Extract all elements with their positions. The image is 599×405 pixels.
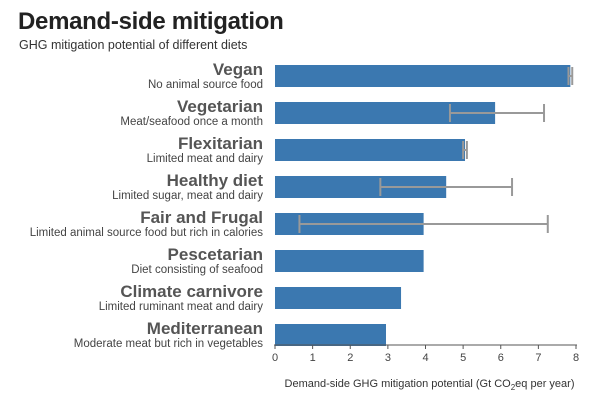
x-tick-label-2: 2: [347, 352, 353, 364]
error-bar-3: [462, 141, 468, 159]
x-tick-label-7: 7: [535, 352, 541, 364]
x-tick-label-0: 0: [272, 352, 278, 364]
chart-title: Demand-side mitigation: [18, 8, 284, 35]
x-axis-title-part-2: eq per year): [515, 378, 574, 390]
x-tick-label-1: 1: [310, 352, 316, 364]
bar-1: [275, 65, 571, 87]
chart-subtitle: GHG mitigation potential of different di…: [19, 38, 248, 52]
category-description-3: Limited meat and dairy: [147, 153, 264, 165]
bar-6: [275, 250, 424, 272]
category-name-1: Vegan: [213, 60, 263, 79]
x-axis-title-subscript: 2: [511, 383, 516, 392]
bar-3: [275, 139, 466, 161]
category-name-6: Pescetarian: [168, 245, 263, 264]
category-name-3: Flexitarian: [178, 134, 263, 153]
category-description-7: Limited ruminant meat and dairy: [99, 301, 264, 313]
category-description-5: Limited animal source food but rich in c…: [30, 227, 264, 239]
category-description-8: Moderate meat but rich in vegetables: [74, 338, 263, 350]
x-tick-label-4: 4: [422, 352, 428, 364]
category-description-2: Meat/seafood once a month: [120, 116, 263, 128]
error-bar-2: [448, 104, 546, 122]
x-axis-title: Demand-side GHG mitigation potential (Gt…: [285, 378, 575, 392]
x-axis: 0 1 2 3 4 5 6 7 8: [272, 344, 579, 364]
category-description-6: Diet consisting of seafood: [131, 264, 263, 276]
error-bar-4: [379, 178, 514, 196]
error-bar-1: [567, 67, 574, 85]
bar-7: [275, 287, 402, 309]
x-tick-label-3: 3: [385, 352, 391, 364]
x-tick-label-5: 5: [460, 352, 466, 364]
category-description-4: Limited sugar, meat and dairy: [112, 190, 263, 202]
x-tick-label-8: 8: [573, 352, 579, 364]
category-description-1: No animal source food: [148, 79, 263, 91]
category-name-8: Mediterranean: [147, 319, 263, 338]
category-name-5: Fair and Frugal: [140, 208, 263, 227]
bars-layer: [275, 65, 574, 346]
bar-4: [275, 176, 447, 198]
x-tick-label-6: 6: [498, 352, 504, 364]
category-name-4: Healthy diet: [167, 171, 264, 190]
error-bar-5: [298, 215, 549, 233]
bar-2: [275, 102, 496, 124]
x-axis-title-part-1: Demand-side GHG mitigation potential (Gt…: [285, 378, 512, 390]
category-name-2: Vegetarian: [177, 97, 263, 116]
bar-8: [275, 324, 386, 346]
category-name-7: Climate carnivore: [120, 282, 263, 301]
